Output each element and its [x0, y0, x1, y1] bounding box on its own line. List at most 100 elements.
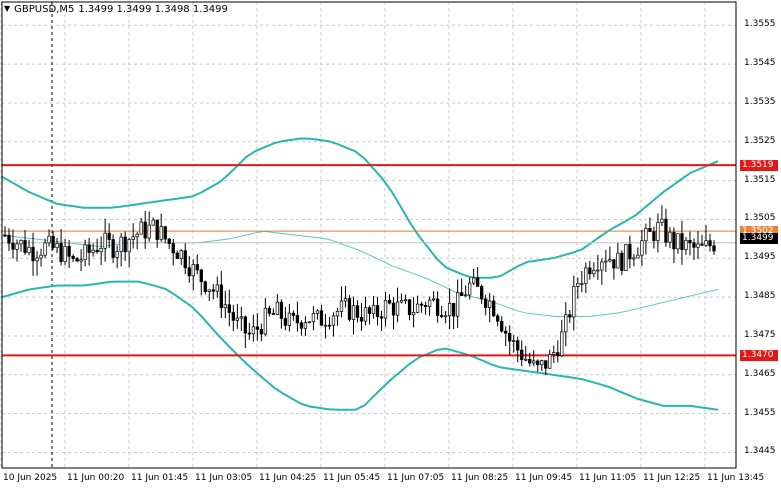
candle-body	[115, 251, 119, 258]
candle-body	[343, 298, 348, 302]
candle-body	[640, 240, 644, 256]
candle-body	[379, 316, 384, 319]
candle-body	[35, 257, 39, 262]
candle-body	[636, 254, 640, 259]
candle-body	[624, 243, 628, 271]
candle-body	[696, 243, 700, 248]
symbol-name: GBPUSD,M5	[14, 4, 75, 15]
candle-body	[488, 300, 492, 308]
candle-body	[271, 312, 276, 315]
candle-body	[27, 246, 31, 253]
time-tick-label: 11 Jun 11:05	[579, 473, 637, 483]
candle-body	[163, 226, 167, 240]
candle-body	[439, 315, 444, 317]
candle-body	[612, 259, 616, 269]
candle-body	[548, 354, 552, 369]
candle-body	[423, 305, 428, 308]
candle-body	[111, 239, 115, 258]
candle-body	[472, 277, 476, 284]
candle-body	[55, 243, 59, 248]
candle-body	[323, 324, 328, 327]
candle-body	[327, 324, 332, 327]
candle-body	[692, 242, 696, 248]
candle-body	[287, 312, 292, 326]
candle-body	[684, 240, 688, 250]
candle-body	[399, 299, 404, 303]
candle-body	[676, 233, 680, 250]
candle-body	[391, 302, 396, 316]
candle-body	[556, 352, 560, 357]
candle-body	[371, 305, 376, 314]
candle-body	[203, 281, 207, 292]
price-tick-label: 1.3545	[744, 58, 776, 69]
time-tick-label: 11 Jun 07:05	[387, 473, 445, 483]
candle-body	[359, 316, 364, 322]
time-tick-label: 11 Jun 08:25	[451, 473, 509, 483]
bollinger-bands	[1, 137, 719, 411]
candle-body	[455, 292, 460, 317]
candle-body	[419, 303, 424, 306]
candle-body	[347, 298, 352, 320]
candle-body	[476, 277, 480, 287]
price-tick-label: 1.3475	[744, 329, 776, 340]
candle-body	[131, 236, 135, 240]
ohlc-values: 1.3499 1.3499 1.3498 1.3499	[78, 4, 228, 15]
candle-body	[99, 247, 103, 253]
candle-body	[648, 227, 652, 232]
candle-body	[508, 332, 512, 342]
candle-body	[39, 254, 43, 259]
candle-body	[552, 352, 556, 355]
candle-body	[191, 264, 195, 277]
candle-body	[123, 236, 127, 253]
candle-body	[367, 307, 372, 314]
candle-body	[628, 243, 632, 260]
candle-body	[592, 269, 596, 275]
candle-body	[604, 260, 608, 263]
triangle-down-icon: ▼	[4, 4, 11, 13]
candle-body	[135, 233, 139, 238]
candle-body	[199, 269, 203, 283]
grid	[0, 2, 736, 468]
time-tick-label: 11 Jun 01:45	[131, 473, 189, 483]
horizontal-levels[interactable]	[2, 164, 736, 357]
candle-body	[15, 243, 19, 250]
price-tick-label: 1.3535	[744, 96, 776, 107]
candle-body	[183, 250, 187, 269]
candle-body	[307, 321, 312, 324]
candle-body	[339, 300, 344, 312]
candle-body	[608, 259, 612, 262]
candle-body	[171, 243, 175, 254]
candle-body	[435, 298, 440, 316]
price-tick-label: 1.3505	[744, 213, 776, 224]
candle-body	[231, 312, 235, 321]
candle-body	[712, 245, 716, 252]
candle-body	[147, 224, 151, 239]
time-tick-label: 11 Jun 05:45	[323, 473, 381, 483]
candle-body	[243, 316, 247, 334]
candle-body	[363, 307, 368, 322]
ask-price-tag: 1.3502	[740, 225, 778, 237]
candle-body	[315, 310, 320, 314]
candle-body	[415, 303, 420, 313]
candle-body	[600, 261, 604, 271]
candle-body	[672, 231, 676, 250]
candle-body	[664, 218, 668, 243]
candle-body	[95, 249, 99, 253]
candle-body	[167, 238, 171, 244]
candle-body	[656, 222, 660, 241]
candle-body	[31, 246, 35, 262]
candle-body	[447, 302, 452, 317]
lower-band-line	[1, 280, 719, 411]
candle-body	[584, 267, 588, 284]
candle-body	[291, 312, 296, 316]
candle-body	[375, 305, 380, 317]
candle-body	[155, 219, 159, 240]
candle-body	[87, 244, 91, 253]
candle-body	[512, 340, 516, 343]
time-tick-label: 11 Jun 12:25	[643, 473, 701, 483]
candle-body	[504, 330, 508, 334]
candle-body	[528, 358, 532, 364]
price-tick-label: 1.3485	[744, 291, 776, 302]
